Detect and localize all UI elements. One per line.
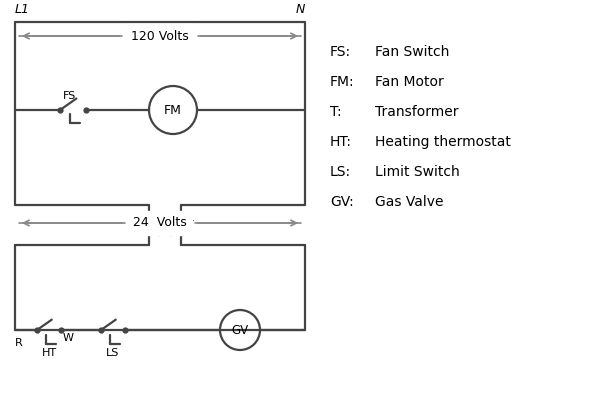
Text: Fan Motor: Fan Motor bbox=[375, 75, 444, 89]
Text: T:: T: bbox=[330, 105, 342, 119]
Text: R: R bbox=[15, 338, 23, 348]
Text: L1: L1 bbox=[15, 3, 30, 16]
Text: N: N bbox=[296, 3, 305, 16]
Text: GV:: GV: bbox=[330, 195, 354, 209]
Text: Heating thermostat: Heating thermostat bbox=[375, 135, 511, 149]
Text: Fan Switch: Fan Switch bbox=[375, 45, 450, 59]
Text: FM: FM bbox=[164, 104, 182, 116]
Text: 24  Volts: 24 Volts bbox=[133, 216, 187, 230]
Text: FM:: FM: bbox=[330, 75, 355, 89]
Text: 120 Volts: 120 Volts bbox=[131, 30, 189, 42]
Text: Transformer: Transformer bbox=[375, 105, 458, 119]
Text: HT: HT bbox=[41, 348, 57, 358]
Text: W: W bbox=[63, 333, 74, 343]
Text: LS:: LS: bbox=[330, 165, 351, 179]
Text: GV: GV bbox=[231, 324, 248, 336]
Text: HT:: HT: bbox=[330, 135, 352, 149]
Text: FS: FS bbox=[63, 91, 76, 101]
Text: Limit Switch: Limit Switch bbox=[375, 165, 460, 179]
Text: FS:: FS: bbox=[330, 45, 351, 59]
Text: Gas Valve: Gas Valve bbox=[375, 195, 444, 209]
Text: T: T bbox=[187, 220, 194, 230]
Text: LS: LS bbox=[106, 348, 120, 358]
